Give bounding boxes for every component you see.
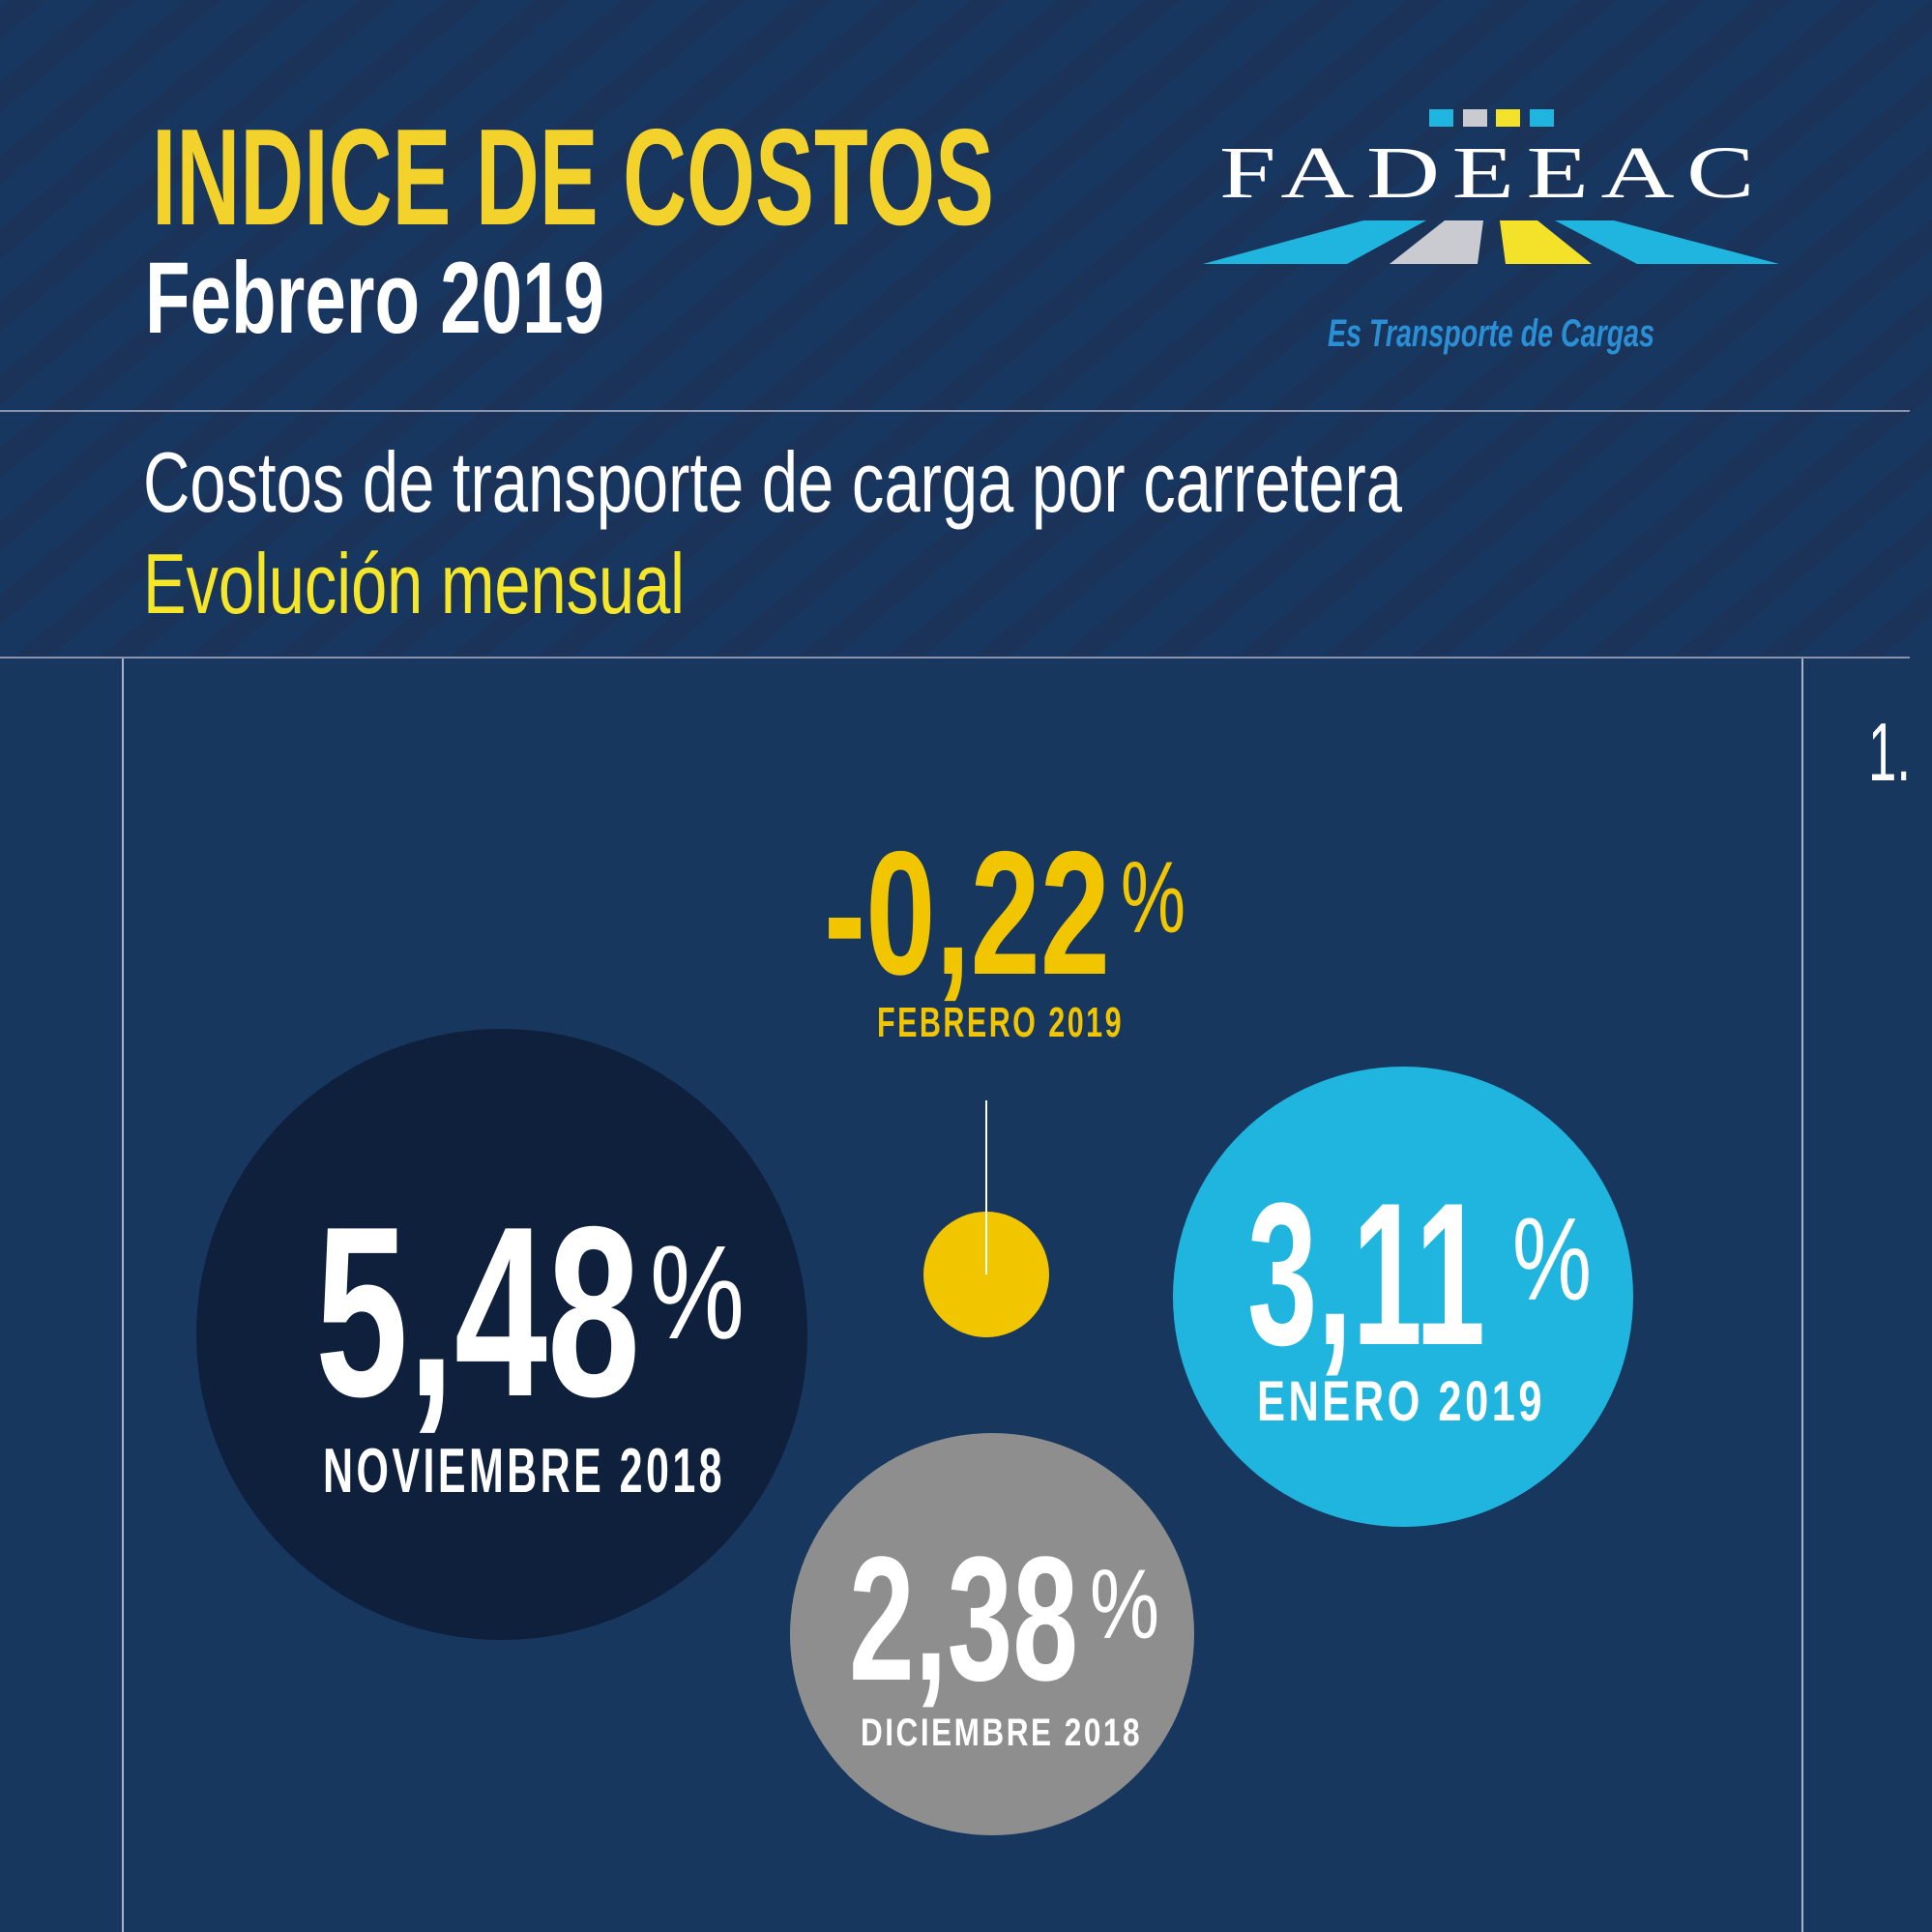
label-diciembre: DICIEMBRE 2018 [861,1712,1142,1754]
page-title: INDICE DE COSTOS [152,101,994,254]
value-diciembre: 2,38 [849,1519,1078,1717]
value-enero: 3,11 [1247,1160,1485,1388]
logo-square-icon [1429,109,1453,127]
frame-left-line [122,659,124,1932]
label-enero: ENERO 2019 [1257,1370,1545,1433]
percent-icon: % [1512,1193,1592,1325]
bubble-noviembre-2018 [196,1029,807,1640]
chart-subtitle-highlight: Evolución mensual [143,536,685,631]
percent-icon: % [1121,841,1186,954]
percent-icon: % [650,1218,745,1367]
logo-square-icon [1496,109,1520,127]
percent-icon: % [1090,1549,1159,1659]
striped-header-background [0,0,1932,658]
period-title: Febrero 2019 [145,242,604,355]
logo-square-icon [1463,109,1487,127]
logo-tagline: Es Transporte de Cargas [1328,312,1654,355]
divider-top [0,410,1910,412]
page-number: 1. [1868,707,1911,799]
bubble-diciembre-2018 [790,1433,1194,1835]
logo-wordmark: FADEEAC [1219,132,1767,214]
road-icon [1203,220,1779,264]
divider-bottom [0,657,1910,659]
label-noviembre: NOVIEMBRE 2018 [323,1435,725,1506]
callout-line [985,1100,987,1274]
value-noviembre: 5,48 [315,1177,640,1448]
label-febrero: FEBRERO 2019 [877,999,1124,1046]
chart-subtitle: Costos de transporte de carga por carret… [143,434,1402,530]
logo-square-icon [1530,109,1554,127]
value-febrero: -0,22 [824,814,1110,1011]
frame-right-line [1801,659,1803,1932]
bubble-enero-2019 [1173,1067,1633,1527]
